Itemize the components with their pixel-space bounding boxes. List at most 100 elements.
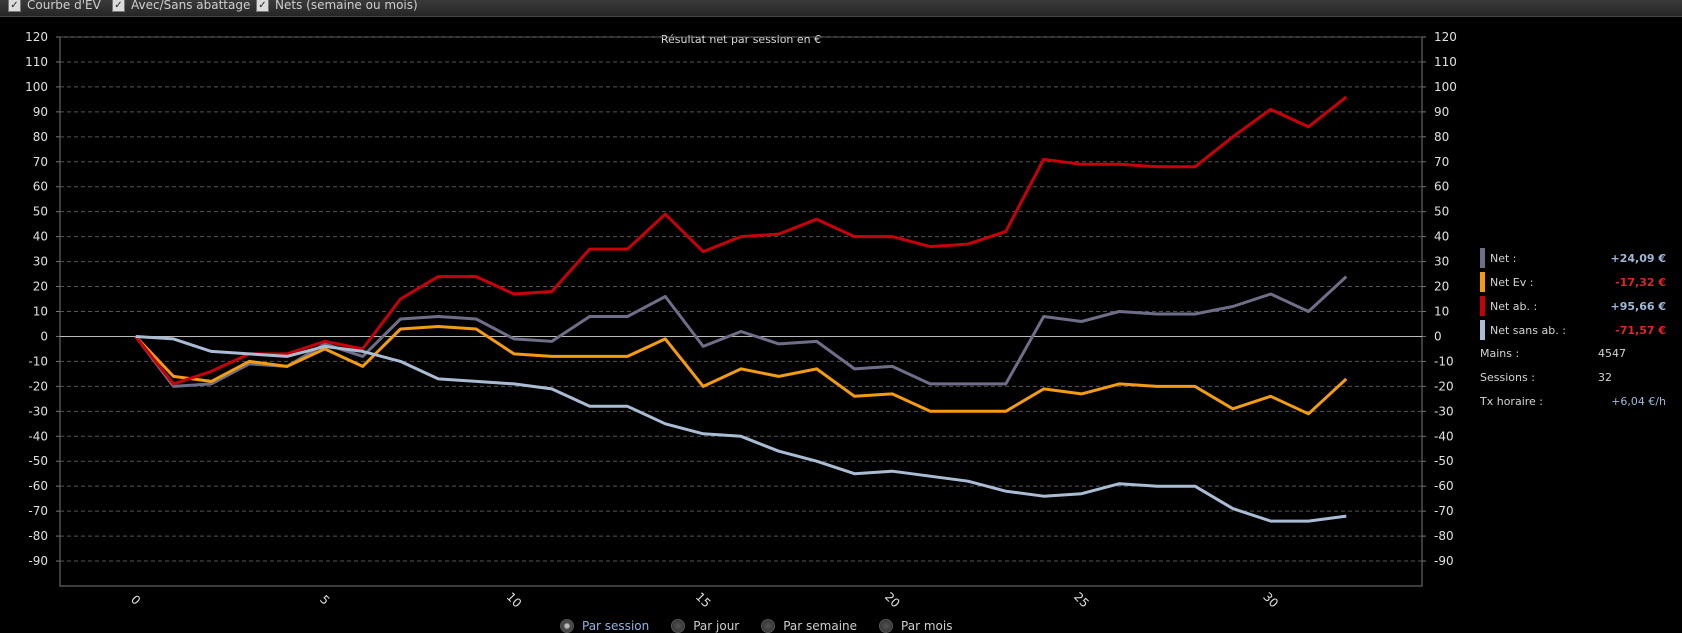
check-icon: ✓	[8, 0, 21, 12]
radio-par-jour[interactable]: Par jour	[671, 619, 739, 633]
x-tick-label: 5	[317, 592, 332, 607]
series-swatch	[1480, 296, 1485, 316]
legend-panel: Net : +24,09 € Net Ev : -17,32 € Net ab.…	[1478, 246, 1668, 414]
legend-item-net-ev: Net Ev : -17,32 €	[1478, 270, 1668, 294]
net-result-chart: Résultat net par session en € -90 -90 -80 -8…	[25, 30, 1457, 611]
radio-label: Par jour	[693, 619, 740, 633]
y-tick-label-right: 100	[1434, 80, 1457, 94]
stat-label: Tx horaire :	[1480, 395, 1543, 408]
stat-value: +6,04 €/h	[1611, 395, 1666, 408]
legend-label: Net :	[1490, 252, 1517, 265]
y-tick-label: 100	[25, 80, 48, 94]
legend-item-net: Net : +24,09 €	[1478, 246, 1668, 270]
stat-mains: Mains : 4547	[1478, 342, 1668, 366]
radio-par-mois[interactable]: Par mois	[879, 619, 952, 633]
y-tick-label: 120	[25, 30, 48, 44]
checkbox-nets-period[interactable]: ✓ Nets (semaine ou mois)	[256, 0, 418, 13]
y-tick-label-right: 110	[1434, 55, 1457, 69]
y-tick-label: 50	[33, 205, 48, 219]
y-tick-label-right: -10	[1434, 354, 1454, 368]
stat-sessions: Sessions : 32	[1478, 366, 1668, 390]
radio-dot-icon	[879, 619, 894, 633]
x-tick-label: 25	[1071, 590, 1092, 611]
series-line-net-sans-ab	[135, 335, 1347, 523]
x-tick-label: 0	[128, 592, 143, 607]
y-tick-label: -50	[28, 454, 48, 468]
legend-value: +95,66 €	[1610, 300, 1667, 313]
radio-par-session[interactable]: Par session	[560, 619, 649, 633]
y-tick-label: 80	[33, 130, 48, 144]
legend-value: -71,57 €	[1615, 324, 1666, 337]
y-tick-label: -40	[28, 429, 48, 443]
y-tick-label: 110	[25, 55, 48, 69]
legend-label: Net sans ab. :	[1490, 324, 1566, 337]
series-line-net-ab	[134, 95, 1348, 386]
x-tick-label: 15	[693, 590, 714, 611]
y-tick-label: -20	[28, 379, 48, 393]
y-tick-label: 0	[40, 329, 48, 343]
x-tick-label: 10	[504, 590, 525, 611]
checkbox-abattage-label: Avec/Sans abattage	[131, 0, 251, 12]
y-tick-label-right: 90	[1434, 105, 1449, 119]
radio-label: Par mois	[901, 619, 953, 633]
legend-value: +24,09 €	[1610, 252, 1667, 265]
y-tick-label-right: -90	[1434, 554, 1454, 568]
stat-label: Mains :	[1480, 347, 1520, 360]
y-tick-label-right: -40	[1434, 429, 1454, 443]
check-icon: ✓	[112, 0, 125, 12]
radio-label: Par session	[582, 619, 650, 633]
x-tick-label: 30	[1260, 590, 1281, 611]
check-icon: ✓	[256, 0, 269, 12]
y-tick-label: -70	[28, 504, 48, 518]
y-tick-label-right: -70	[1434, 504, 1454, 518]
legend-label: Net ab. :	[1490, 300, 1538, 313]
series-swatch	[1480, 320, 1485, 340]
y-tick-label: -60	[28, 479, 48, 493]
chart-title: Résultat net par session en €	[661, 33, 821, 46]
y-tick-label: 70	[33, 155, 48, 169]
series-swatch	[1480, 248, 1485, 268]
y-tick-label: 10	[33, 305, 48, 319]
radio-label: Par semaine	[783, 619, 858, 633]
radio-par-semaine[interactable]: Par semaine	[761, 619, 857, 633]
checkbox-ev-curve[interactable]: ✓ Courbe d'EV	[8, 0, 101, 13]
y-tick-label-right: 120	[1434, 30, 1457, 44]
y-tick-label-right: 80	[1434, 130, 1449, 144]
y-tick-label: -80	[28, 529, 48, 543]
y-tick-label-right: 60	[1434, 180, 1449, 194]
y-tick-label-right: 70	[1434, 155, 1449, 169]
view-mode-group: Par session Par jour Par semaine Par moi…	[560, 619, 952, 633]
y-tick-label: -90	[28, 554, 48, 568]
legend-label: Net Ev :	[1490, 276, 1534, 289]
radio-dot-icon	[560, 619, 574, 633]
stat-value: 32	[1598, 371, 1612, 384]
y-tick-label: 90	[33, 105, 48, 119]
stat-value: 4547	[1598, 347, 1626, 360]
checkbox-ev-curve-label: Courbe d'EV	[27, 0, 101, 12]
y-tick-label-right: 10	[1434, 305, 1449, 319]
y-tick-label-right: 50	[1434, 205, 1449, 219]
y-tick-label-right: 0	[1434, 329, 1442, 343]
checkbox-abattage[interactable]: ✓ Avec/Sans abattage	[112, 0, 250, 13]
legend-item-net-ab: Net ab. : +95,66 €	[1478, 294, 1668, 318]
y-tick-label-right: 20	[1434, 280, 1449, 294]
y-tick-label: 20	[33, 280, 48, 294]
stat-label: Sessions :	[1480, 371, 1535, 384]
y-tick-label: 60	[33, 180, 48, 194]
y-tick-label-right: -60	[1434, 479, 1454, 493]
series-swatch	[1480, 272, 1485, 292]
options-toolbar: ✓ Courbe d'EV ✓ Avec/Sans abattage ✓ Net…	[0, 0, 1682, 17]
series-line-net-ev	[134, 325, 1348, 416]
y-tick-label: -30	[28, 404, 48, 418]
checkbox-nets-period-label: Nets (semaine ou mois)	[275, 0, 418, 12]
radio-dot-icon	[761, 619, 776, 633]
legend-value: -17,32 €	[1615, 276, 1666, 289]
y-tick-label: 30	[33, 255, 48, 269]
y-tick-label-right: 30	[1434, 255, 1449, 269]
y-tick-label-right: 40	[1434, 230, 1449, 244]
radio-dot-icon	[671, 619, 686, 633]
y-tick-label: 40	[33, 230, 48, 244]
y-tick-label-right: -80	[1434, 529, 1454, 543]
stat-hourly-rate: Tx horaire : +6,04 €/h	[1478, 390, 1668, 414]
legend-item-net-sans-ab: Net sans ab. : -71,57 €	[1478, 318, 1668, 342]
